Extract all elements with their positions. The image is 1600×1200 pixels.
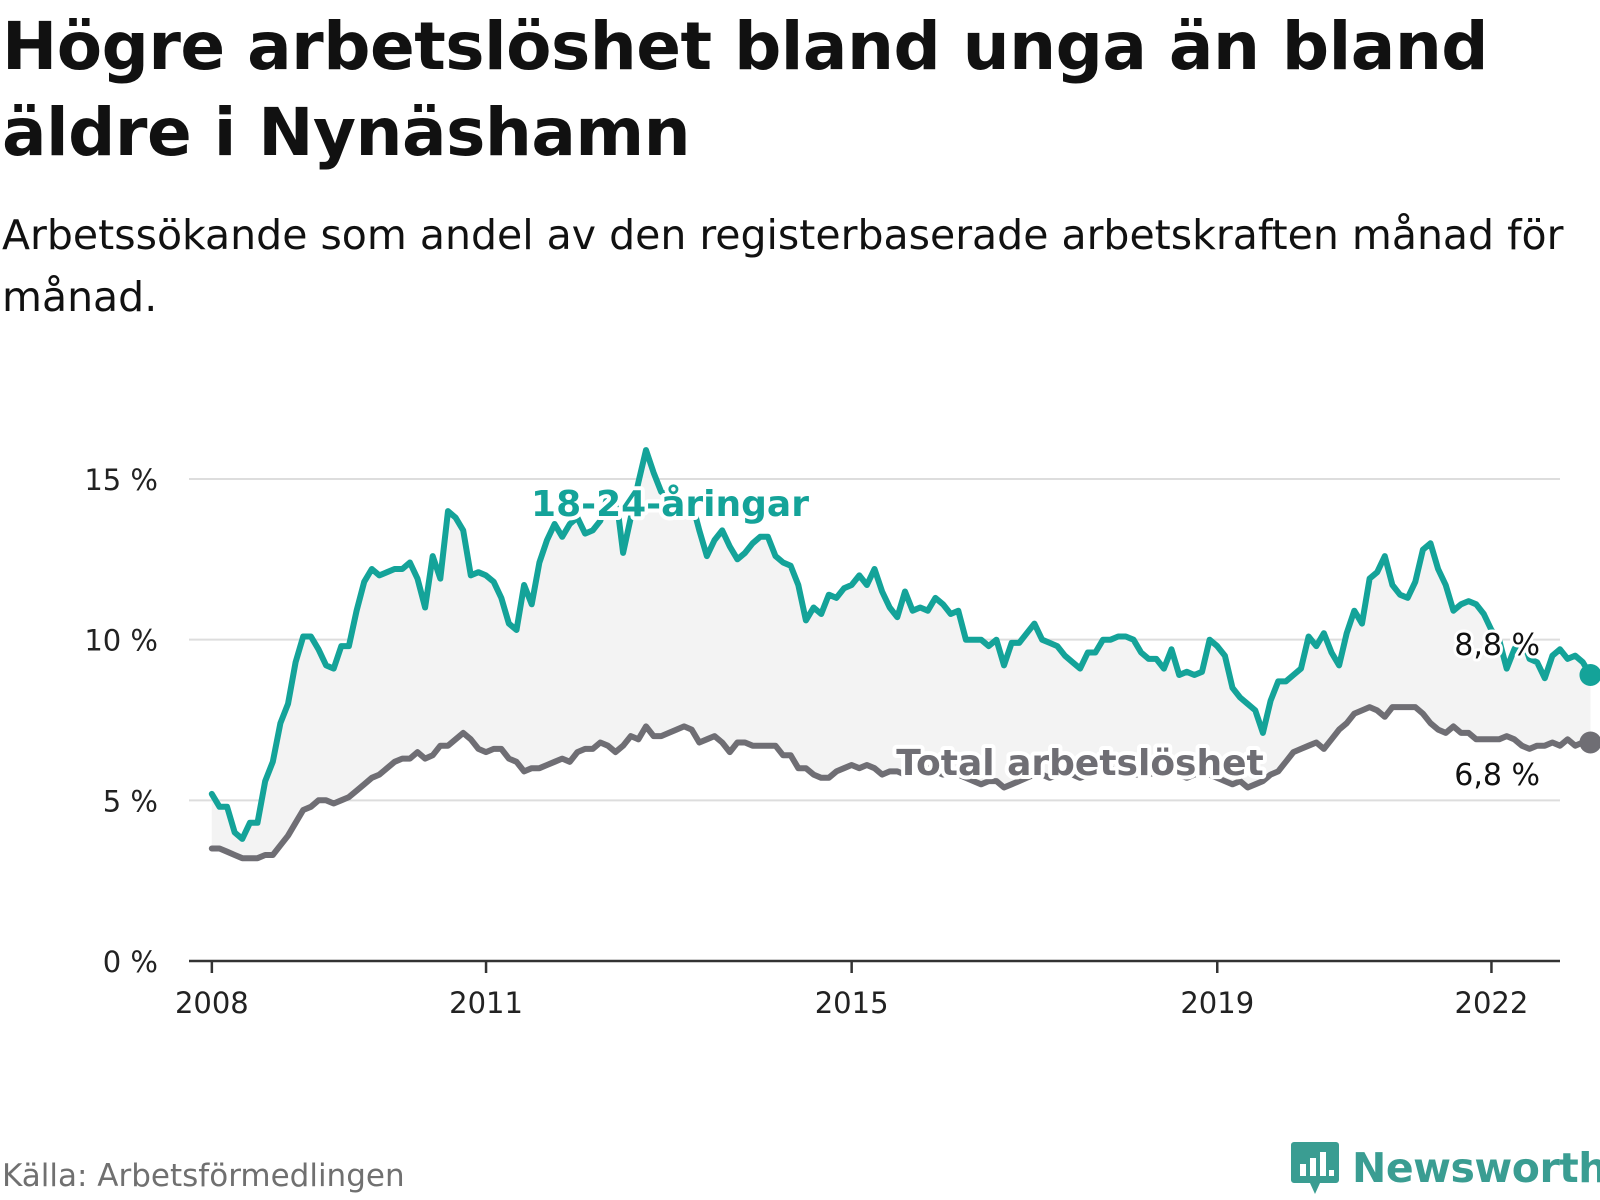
newsworthy-logo-text: Newsworthy (1352, 1144, 1600, 1192)
y-tick-label: 0 % (103, 945, 158, 979)
chart-subtitle: Arbetssökande som andel av den registerb… (2, 211, 1564, 321)
x-tick-label: 2011 (449, 986, 523, 1020)
difference-band (211, 450, 1591, 859)
youth-line (208, 447, 1594, 842)
newsworthy-logo-icon (1291, 1142, 1339, 1194)
y-tick-label: 5 % (103, 784, 158, 818)
y-axis-ticks: 0 % 5 % 10 % 15 % (84, 463, 158, 979)
x-tick-label: 2008 (175, 986, 249, 1020)
youth-end-dot (1579, 664, 1600, 687)
newsworthy-logo[interactable]: Newsworthy (1290, 1140, 1600, 1196)
total-line (208, 704, 1594, 862)
x-tick-label: 2022 (1455, 986, 1529, 1020)
total-series-label: Total arbetslöshet (896, 743, 1264, 784)
x-axis-ticks: 2008 2011 2015 2019 2022 (175, 961, 1528, 1020)
youth-series-label: 18-24-åringar (531, 484, 809, 525)
total-end-value: 6,8 % (1454, 758, 1540, 793)
x-tick-label: 2015 (815, 986, 889, 1020)
x-tick-label: 2019 (1180, 986, 1254, 1020)
total-end-dot (1579, 731, 1600, 754)
y-tick-label: 15 % (84, 463, 158, 497)
chart-title: Högre arbetslöshet bland unga än bland ä… (2, 8, 1489, 171)
y-tick-label: 10 % (84, 624, 158, 658)
source-note: Källa: Arbetsförmedlingen (2, 1158, 405, 1194)
youth-end-value: 8,8 % (1454, 628, 1540, 663)
